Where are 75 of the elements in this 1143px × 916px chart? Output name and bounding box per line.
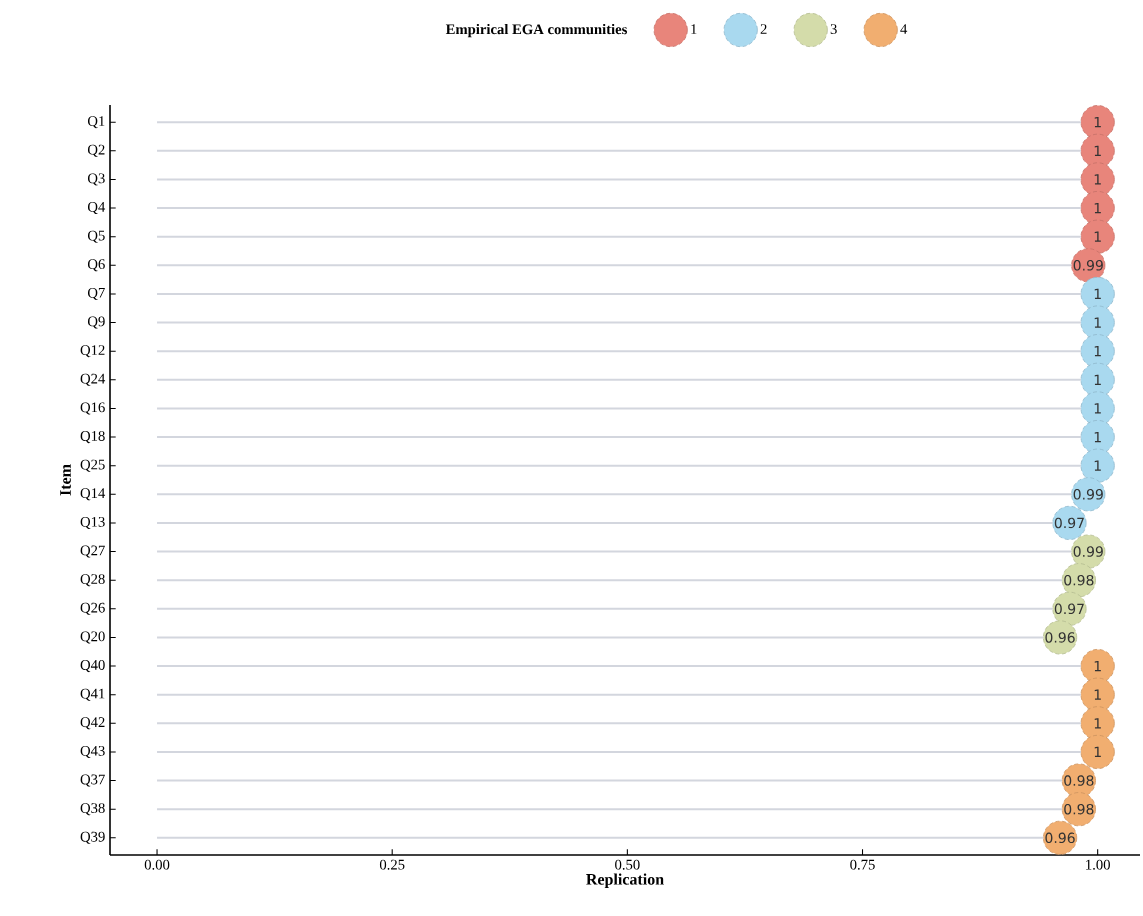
y-tick-label: Q38 — [80, 803, 105, 816]
data-label: 1 — [1094, 431, 1101, 443]
y-tick-label: Q4 — [87, 202, 106, 215]
y-tick-label: Q12 — [80, 345, 105, 358]
data-label: 1 — [1094, 346, 1101, 357]
data-label: 1 — [1094, 231, 1101, 242]
y-tick-label: Q16 — [80, 402, 105, 415]
point — [1080, 391, 1115, 426]
y-tick-label: Q3 — [87, 173, 105, 186]
data-label: 1 — [1094, 145, 1101, 156]
y-tick-label: Q24 — [80, 373, 106, 386]
legend-label: 3 — [830, 24, 837, 34]
data-label: 1 — [1094, 718, 1101, 729]
point — [1080, 677, 1115, 712]
data-label: 0.96 — [1045, 832, 1075, 844]
y-tick-label: Q9 — [87, 316, 105, 329]
point — [1080, 276, 1115, 311]
point — [1080, 162, 1115, 197]
point — [1080, 706, 1115, 741]
y-tick-label: Q42 — [80, 717, 105, 730]
point — [1080, 734, 1115, 770]
y-tick-label: Q39 — [80, 831, 105, 844]
data-label: 1 — [1094, 288, 1101, 300]
y-tick-label: Q1 — [87, 116, 105, 129]
y-tick-label: Q14 — [80, 488, 106, 501]
y-tick-label: Q2 — [87, 144, 105, 157]
legend-title: Empirical EGA communities — [445, 23, 628, 38]
y-tick-label: Q43 — [80, 745, 105, 758]
y-tick-label: Q5 — [87, 230, 105, 243]
point — [1080, 362, 1115, 397]
data-label: 1 — [1094, 660, 1101, 672]
x-tick-label: 0.25 — [379, 859, 405, 870]
x-tick-label: 0.00 — [144, 859, 170, 870]
data-label: 1 — [1094, 403, 1101, 414]
data-label: 0.99 — [1073, 260, 1103, 271]
data-label: 1 — [1094, 317, 1101, 328]
data-label: 1 — [1094, 174, 1101, 185]
y-tick-label: Q20 — [80, 631, 105, 644]
point — [1080, 133, 1115, 168]
y-tick-label: Q6 — [87, 259, 105, 272]
data-label: 1 — [1094, 689, 1101, 700]
point — [1080, 448, 1115, 483]
y-tick-label: Q26 — [80, 602, 105, 615]
legend-label: 1 — [691, 24, 697, 34]
x-tick-label: 0.50 — [615, 859, 640, 870]
data-label: 0.99 — [1073, 489, 1103, 500]
y-tick-label: Q28 — [80, 574, 105, 587]
y-tick-label: Q40 — [80, 660, 105, 673]
data-label: 0.98 — [1064, 775, 1094, 786]
data-label: 0.98 — [1064, 803, 1094, 815]
y-tick-label: Q27 — [80, 545, 105, 558]
data-label: 0.96 — [1045, 632, 1075, 643]
y-tick-label: Q37 — [80, 774, 105, 787]
legend-label: 4 — [900, 24, 908, 34]
y-tick-label: Q7 — [87, 287, 105, 300]
data-label: 1 — [1094, 746, 1101, 758]
y-tick-label: Q25 — [80, 459, 105, 472]
y-tick-label: Q13 — [80, 516, 105, 529]
data-label: 0.97 — [1054, 517, 1084, 529]
y-tick-label: Q41 — [80, 688, 105, 701]
legend-label: 2 — [760, 24, 767, 34]
y-axis-title: Item — [60, 464, 71, 496]
point — [1080, 219, 1115, 254]
x-tick-label: 0.75 — [850, 859, 875, 870]
x-axis-title: Replication — [586, 873, 664, 888]
data-label: 1 — [1094, 202, 1101, 214]
data-label: 0.98 — [1064, 574, 1094, 586]
data-label: 1 — [1094, 117, 1101, 128]
data-label: 0.97 — [1054, 603, 1084, 615]
point — [1080, 305, 1115, 340]
y-tick-label: Q18 — [80, 431, 105, 444]
data-label: 1 — [1094, 460, 1101, 471]
data-label: 0.99 — [1073, 546, 1103, 557]
data-label: 1 — [1094, 374, 1101, 385]
x-tick-label: 1.00 — [1086, 859, 1110, 870]
